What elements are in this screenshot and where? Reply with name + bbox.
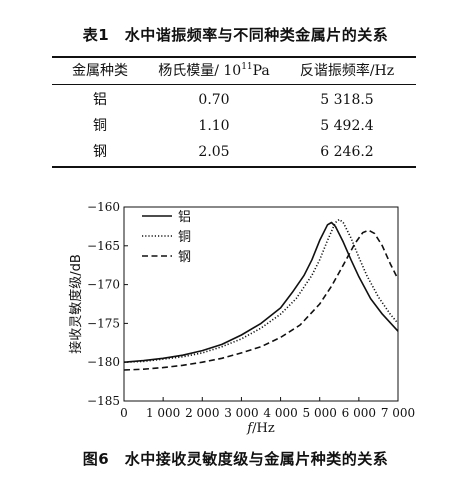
y-tick-label: −165 [87,239,120,253]
table-bottom-rule [52,166,416,168]
sensitivity-chart: 0 1 000 2 000 3 000 4 000 5 000 6 000 7 000 −160… [68,200,415,436]
x-tick-label: 7 000 [381,406,415,420]
table-row: 铝 0.70 5 318.5 [52,87,416,113]
series-line-2 [123,229,399,371]
cell-modulus: 2.05 [198,144,230,160]
x-tick-label: 6 000 [342,406,376,420]
header-metal: 金属种类 [72,63,128,79]
cell-metal: 钢 [93,144,107,160]
figure-caption: 图6 水中接收灵敏度级与金属片种类的关系 [82,450,389,468]
series-line-1 [123,218,399,363]
x-axis-label: f/Hz [246,421,275,436]
y-tick-label: −180 [87,355,120,369]
cell-modulus: 0.70 [198,92,230,108]
y-tick-label: −175 [87,316,120,330]
table-header-row: 金属种类 杨氏模量/ 1011Pa 反谐振频率/Hz [52,58,416,84]
table-row: 钢 2.05 6 246.2 [52,139,416,165]
cell-frequency: 6 246.2 [320,144,374,160]
table-top-rule [52,56,416,58]
table-row: 铜 1.10 5 492.4 [52,113,416,139]
x-tick-label: 1 000 [146,406,180,420]
plot-frame [123,206,399,402]
y-tick-label: −160 [87,200,120,214]
y-tick-label: −185 [87,394,120,408]
cell-metal: 铝 [93,92,107,108]
x-tick-label: 0 [120,406,128,420]
series-line-0 [123,221,399,363]
x-tick-label: 5 000 [303,406,337,420]
table-header-rule [52,84,416,85]
legend-label: 铝 [178,210,191,225]
x-tick-label: 2 000 [185,406,219,420]
legend-label: 钢 [178,250,191,265]
cell-metal: 铜 [93,118,107,134]
cell-frequency: 5 318.5 [320,92,374,108]
x-tick-label: 3 000 [224,406,258,420]
header-frequency: 反谐振频率/Hz [299,63,395,79]
cell-modulus: 1.10 [198,118,230,134]
cell-frequency: 5 492.4 [320,118,374,134]
table-caption: 表1 水中谐振频率与不同种类金属片的关系 [82,26,389,44]
y-tick-label: −170 [87,278,120,292]
header-modulus: 杨氏模量/ 1011Pa [158,62,270,80]
y-axis-label: 接收灵敏度级/dB [68,254,84,354]
x-tick-label: 4 000 [263,406,297,420]
legend-label: 铜 [178,230,191,245]
